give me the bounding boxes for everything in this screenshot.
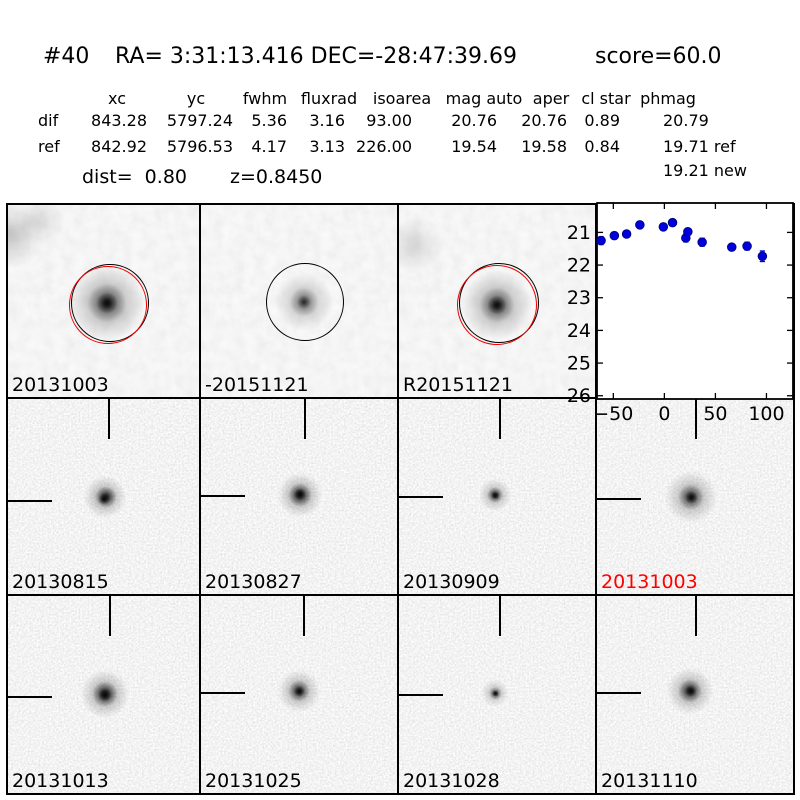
dif-fwhm: 5.36 (251, 111, 287, 130)
dif-aper: 20.76 (521, 111, 567, 130)
crosshair-tick-horizontal (399, 496, 443, 498)
source-blob (490, 490, 500, 500)
cutout-panel-20131028: 20131028 (399, 596, 597, 793)
source-blob (293, 685, 305, 697)
epoch-label: 20130909 (403, 571, 500, 593)
crosshair-tick-vertical (499, 399, 501, 439)
redshift-value: z=0.8450 (230, 166, 323, 188)
ref-aper: 19.58 (521, 137, 567, 156)
epoch-label: R20151121 (403, 374, 513, 396)
dif-isoarea: 93.00 (366, 111, 412, 130)
aperture-circle-black (266, 263, 344, 341)
cutout-panel-20131003: 20131003 (597, 399, 793, 596)
cutout-panel--20151121: -20151121 (201, 205, 399, 399)
epoch-label: 20130827 (205, 571, 302, 593)
col-header-xc: xc (108, 89, 126, 108)
crosshair-tick-vertical (695, 596, 697, 636)
dif-clstar: 0.89 (584, 111, 620, 130)
ref-xc: 842.92 (91, 137, 147, 156)
crosshair-tick-horizontal (8, 696, 52, 698)
epoch-label: 20131003 (601, 571, 698, 593)
source-blob (684, 490, 698, 504)
crosshair-tick-horizontal (8, 500, 52, 502)
epoch-label: 20131028 (403, 770, 500, 792)
cutout-panel-20131013: 20131013 (8, 596, 201, 793)
source-blob (15, 205, 65, 246)
col-header-isoarea: isoarea (372, 89, 432, 108)
crosshair-tick-vertical (499, 596, 501, 636)
coordinates: RA= 3:31:13.416 DEC=-28:47:39.69 (115, 44, 518, 69)
col-header-magauto: mag auto (445, 89, 523, 108)
cutout-panel-20130827: 20130827 (201, 399, 399, 596)
cutout-panel-20131003: 20131003 (8, 205, 201, 399)
source-blob (685, 685, 697, 697)
score-value: score=60.0 (595, 44, 722, 69)
epoch-label: 20131110 (601, 770, 698, 792)
dif-phmag: 20.79 (663, 111, 709, 130)
dif-row-label: dif (38, 111, 59, 130)
source-blob (98, 688, 112, 702)
cutout-panel-20130909: 20130909 (399, 399, 597, 596)
ref-isoarea: 226.00 (356, 137, 412, 156)
epoch-label: -20151121 (205, 374, 309, 396)
ref-magauto: 19.54 (451, 137, 497, 156)
epoch-label: 20130815 (12, 571, 109, 593)
col-header-clstar: cl star (581, 89, 631, 108)
ref-yc: 5796.53 (166, 137, 233, 156)
dif-yc: 5797.24 (166, 111, 233, 130)
cutout-panel-20131025: 20131025 (201, 596, 399, 793)
aperture-circle-red (69, 266, 147, 344)
source-blob (98, 493, 110, 505)
ref-phmag: 19.71 ref (663, 137, 736, 156)
cutout-panel-20131110: 20131110 (597, 596, 793, 793)
crosshair-tick-horizontal (399, 694, 443, 696)
light-curve-cell (597, 205, 793, 399)
ref-row-label: ref (38, 137, 60, 156)
source-blob (491, 689, 499, 697)
crosshair-tick-vertical (109, 596, 111, 636)
epoch-label: 20131003 (12, 374, 109, 396)
candidate-id: #40 (43, 44, 90, 69)
crosshair-tick-horizontal (597, 692, 641, 694)
epoch-label: 20131025 (205, 770, 302, 792)
col-header-fwhm: fwhm (242, 89, 288, 108)
phmag-new-value: 19.21 new (663, 161, 747, 180)
epoch-label: 20131013 (12, 770, 109, 792)
crosshair-tick-vertical (695, 399, 697, 439)
col-header-aper: aper (532, 89, 570, 108)
crosshair-tick-horizontal (597, 498, 641, 500)
dist-value: dist= 0.80 (82, 166, 187, 188)
crosshair-tick-horizontal (201, 495, 245, 497)
cutout-grid: 20131003 -20151121 R20151121 20130815 201308… (6, 203, 795, 795)
crosshair-tick-vertical (304, 399, 306, 439)
dif-xc: 843.28 (91, 111, 147, 130)
dif-fluxrad: 3.16 (309, 111, 345, 130)
crosshair-tick-vertical (303, 596, 305, 636)
crosshair-tick-vertical (108, 399, 110, 439)
col-header-fluxrad: fluxrad (300, 89, 358, 108)
ref-clstar: 0.84 (584, 137, 620, 156)
crosshair-tick-horizontal (201, 692, 245, 694)
ref-fwhm: 4.17 (251, 137, 287, 156)
aperture-circle-red (457, 265, 537, 345)
col-header-yc: yc (186, 89, 206, 108)
cutout-panel-R20151121: R20151121 (399, 205, 597, 399)
ref-fluxrad: 3.13 (309, 137, 345, 156)
cutout-panel-20130815: 20130815 (8, 399, 201, 596)
col-header-phmag: phmag (640, 89, 696, 108)
dif-magauto: 20.76 (451, 111, 497, 130)
source-blob (294, 488, 306, 500)
